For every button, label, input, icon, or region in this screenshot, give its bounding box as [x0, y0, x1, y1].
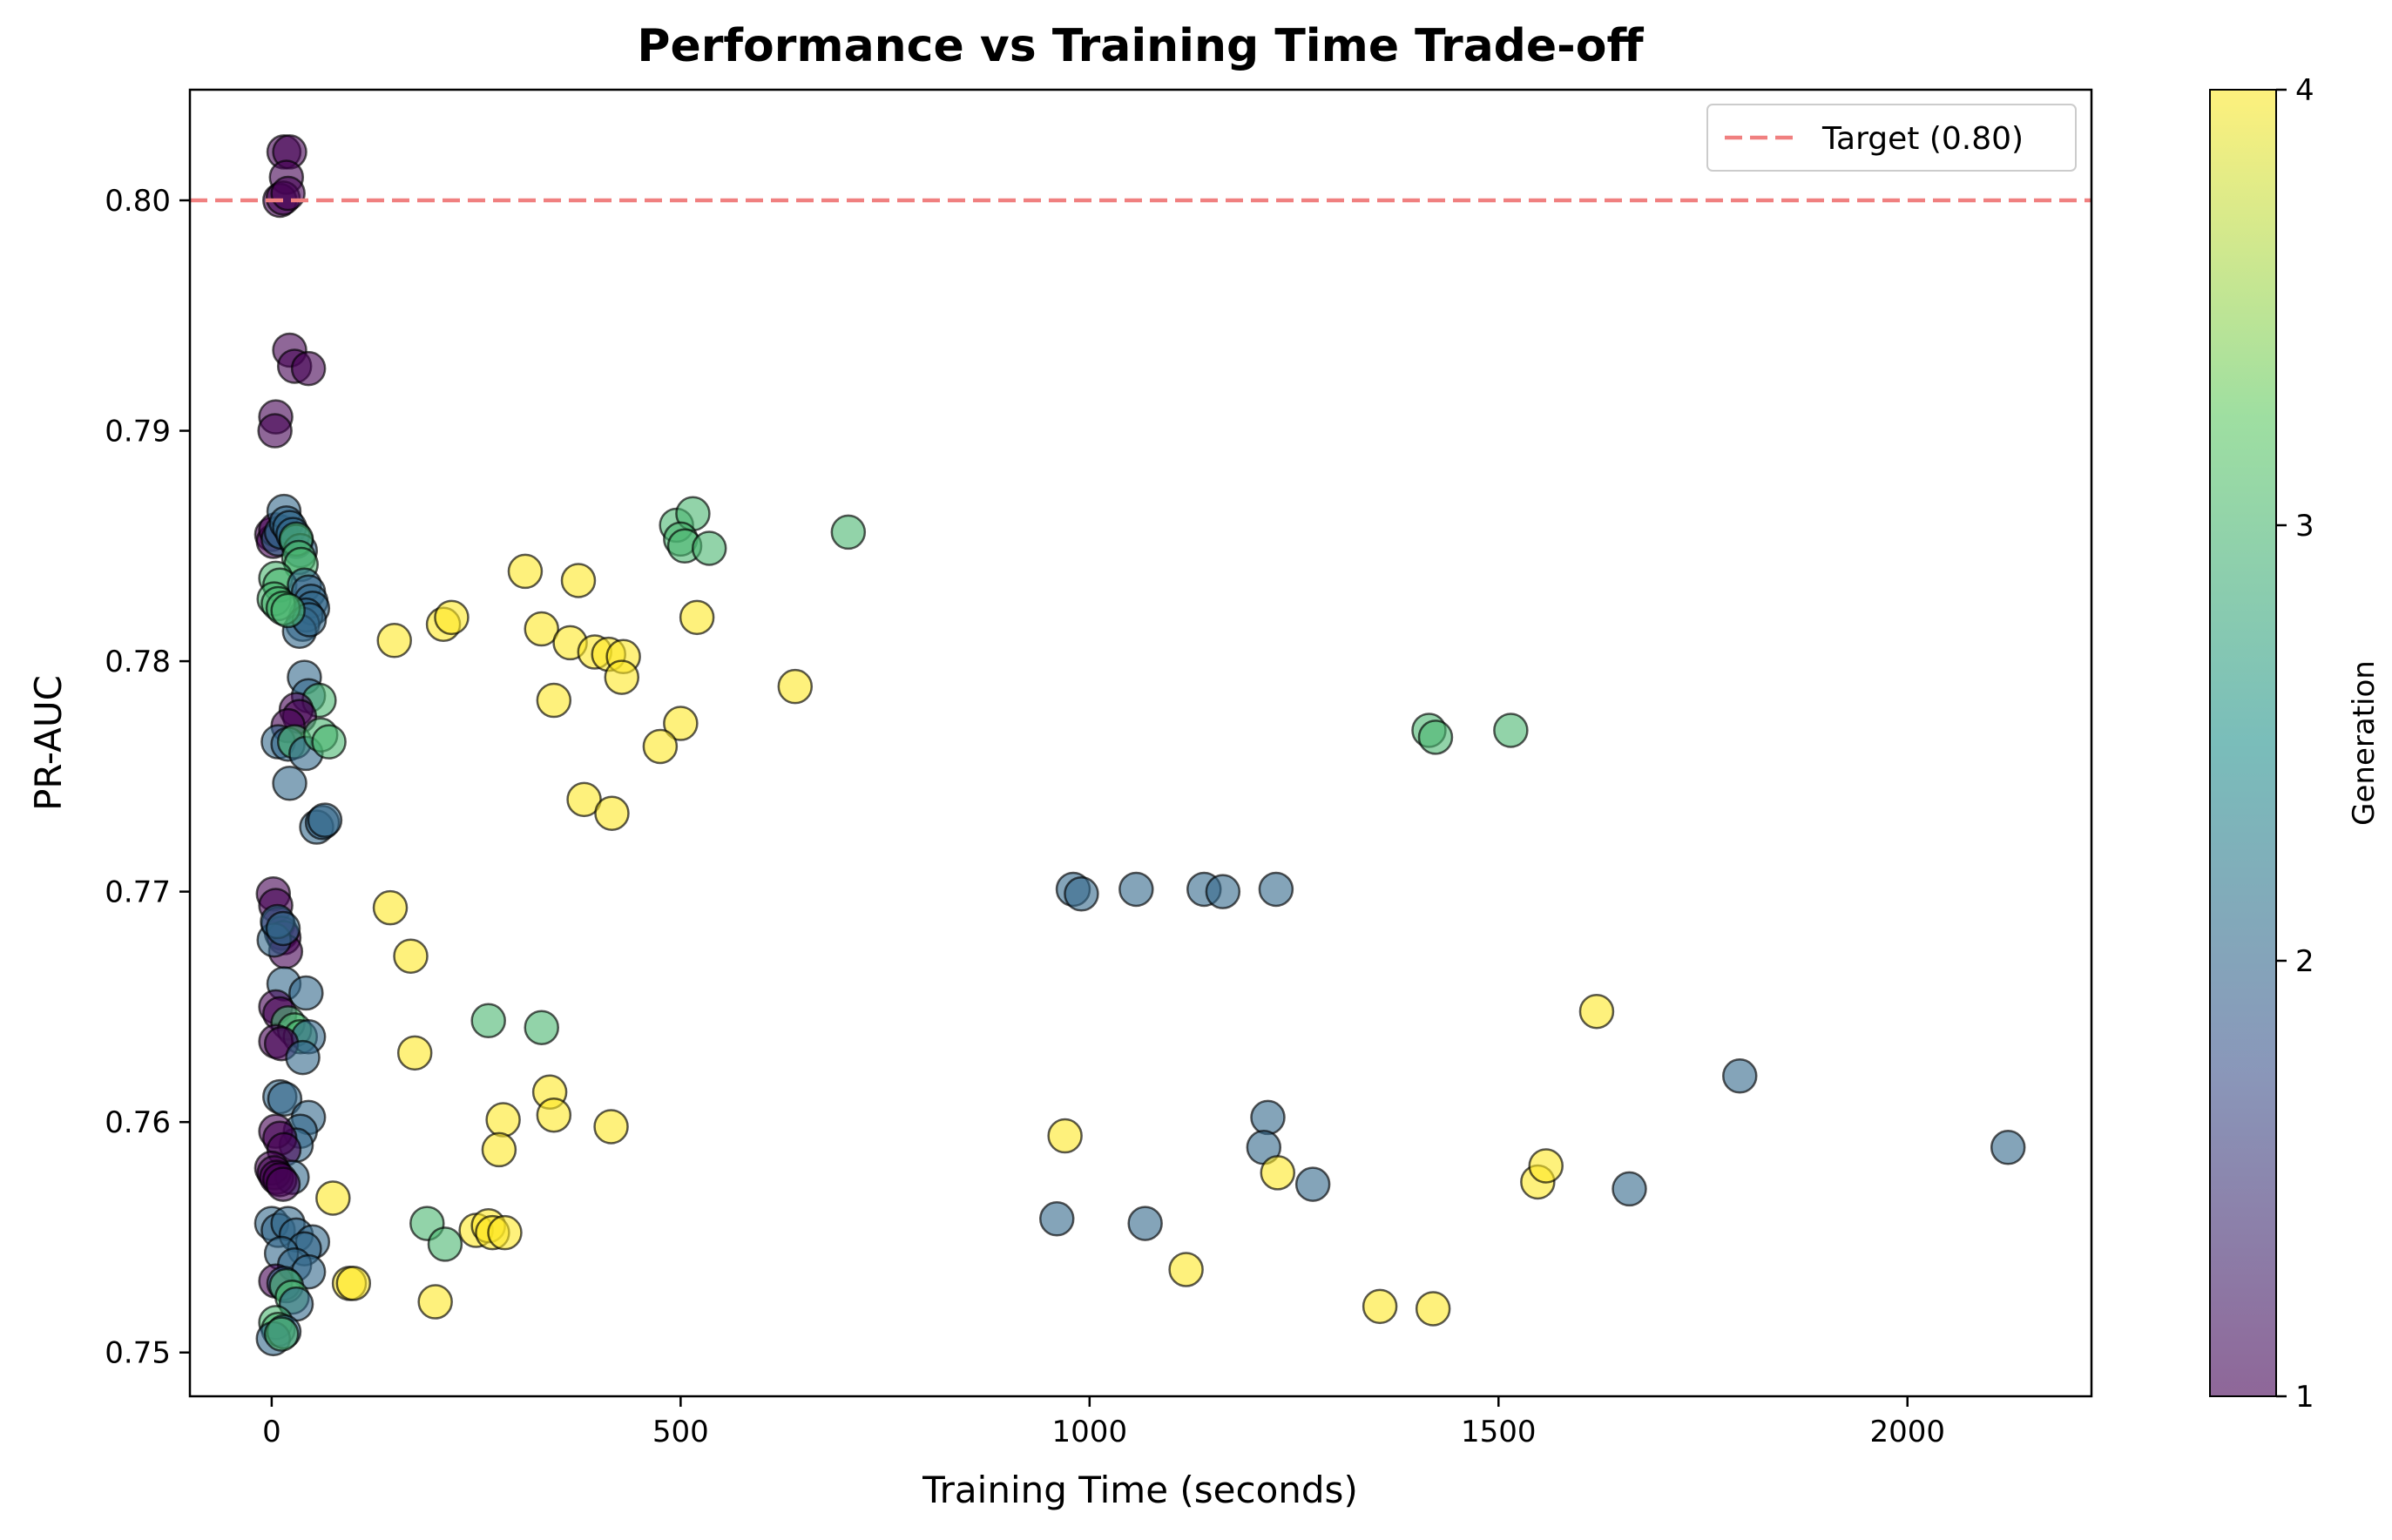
data-point [393, 938, 429, 974]
x-tick-label: 2000 [1869, 1415, 1945, 1449]
data-point [642, 728, 679, 765]
data-point [604, 659, 640, 695]
data-point [427, 1226, 463, 1262]
data-point [830, 514, 867, 550]
data-point [1258, 871, 1294, 908]
data-point [1064, 876, 1099, 912]
data-point [1528, 1148, 1564, 1184]
data-point [1127, 1206, 1163, 1241]
colorbar-tick-label: 4 [2295, 73, 2314, 108]
data-point [1415, 1291, 1451, 1327]
data-point [1612, 1171, 1647, 1207]
data-point [311, 724, 347, 760]
data-point [1250, 1099, 1286, 1136]
x-tick-label: 0 [262, 1415, 281, 1449]
y-tick-label: 0.78 [105, 645, 171, 679]
data-point [481, 1131, 517, 1168]
colorbar-tick-label: 1 [2295, 1380, 2314, 1415]
data-point [396, 1035, 433, 1071]
data-point [290, 350, 327, 387]
colorbar-gradient [2209, 89, 2277, 1397]
y-tick-label: 0.77 [105, 875, 171, 910]
x-axis-label: Training Time (seconds) [922, 1469, 1358, 1511]
data-point [270, 175, 306, 212]
data-point [1047, 1118, 1083, 1154]
data-point [679, 599, 715, 636]
data-point [593, 1109, 629, 1145]
data-point [1260, 1155, 1296, 1191]
points-layer [253, 134, 2026, 1357]
y-axis-ticks: 0.75 0.76 0.77 0.78 0.79 0.80 [105, 184, 190, 1371]
data-point [485, 1102, 521, 1138]
data-point [663, 706, 699, 741]
data-point [434, 599, 470, 636]
data-point [1417, 719, 1454, 755]
data-point [335, 1266, 372, 1301]
data-point [507, 553, 544, 590]
data-point [487, 1214, 523, 1251]
data-point [594, 795, 630, 831]
data-point [270, 592, 306, 629]
chart-title: Performance vs Training Time Trade-off [637, 20, 1644, 72]
data-point [257, 413, 293, 449]
colorbar-label: Generation [2347, 660, 2382, 826]
data-point [1118, 871, 1154, 908]
data-point [536, 682, 572, 719]
legend-label-target: Target (0.80) [1821, 121, 2024, 157]
y-axis-label: PR-AUC [27, 675, 70, 811]
data-point [470, 1003, 506, 1039]
colorbar-tick-label: 3 [2295, 509, 2314, 544]
data-point [288, 975, 324, 1011]
y-tick-label: 0.80 [105, 184, 171, 219]
data-point [267, 1081, 303, 1117]
data-point [1362, 1288, 1398, 1325]
data-point [524, 611, 559, 647]
data-point [566, 781, 602, 818]
plot-area-frame [188, 88, 2093, 1398]
colorbar: 1 2 3 4 Generation [2209, 73, 2382, 1415]
data-point [372, 889, 409, 926]
data-point [691, 530, 727, 566]
data-point [1294, 1166, 1331, 1202]
colorbar-tick-label: 2 [2295, 944, 2314, 979]
data-point [536, 1097, 572, 1133]
data-point [1722, 1058, 1758, 1094]
x-tick-label: 1500 [1461, 1415, 1537, 1449]
y-tick-label: 0.79 [105, 415, 171, 449]
data-point [1168, 1252, 1204, 1287]
data-point [265, 1166, 301, 1202]
data-point [315, 1180, 351, 1216]
data-point [307, 802, 343, 838]
data-point [777, 668, 814, 705]
legend-box [1706, 104, 2077, 172]
data-point [1578, 993, 1615, 1030]
data-point [560, 563, 597, 598]
y-tick-label: 0.75 [105, 1336, 171, 1371]
colorbar-ticks: 1 2 3 4 [2276, 73, 2314, 1415]
data-point [285, 1039, 321, 1076]
data-point [265, 910, 301, 947]
x-tick-label: 500 [652, 1415, 709, 1449]
data-point [272, 766, 307, 801]
data-point [1205, 874, 1241, 909]
data-point [263, 1316, 300, 1352]
data-point [1990, 1130, 2026, 1165]
x-axis-ticks: 0 500 1000 1500 2000 [262, 1396, 1945, 1449]
data-point [1493, 713, 1529, 748]
legend: Target (0.80) [1706, 104, 2077, 172]
data-point [524, 1010, 559, 1045]
data-point [417, 1284, 453, 1320]
data-point [376, 623, 412, 659]
data-point [1039, 1201, 1075, 1237]
x-tick-label: 1000 [1052, 1415, 1128, 1449]
y-tick-label: 0.76 [105, 1105, 171, 1140]
